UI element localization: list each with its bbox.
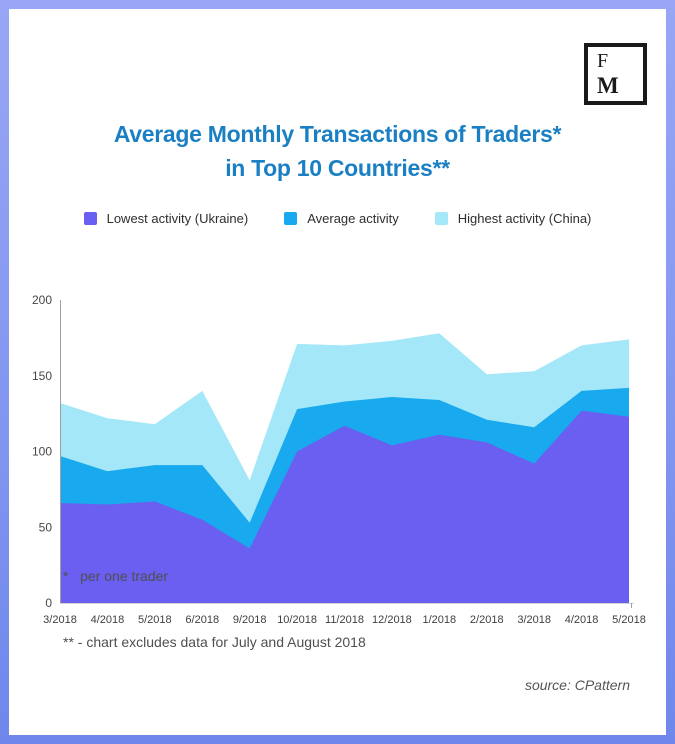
x-tick-label: 12/2018 xyxy=(372,614,412,626)
legend-label-lowest: Lowest activity (Ukraine) xyxy=(106,211,249,226)
x-tick-label: 10/2018 xyxy=(277,614,317,626)
title-line1: Average Monthly Transactions of Traders* xyxy=(113,121,562,147)
x-tick-label: 9/2018 xyxy=(233,614,267,626)
footnotes: * per one trader ** - chart excludes dat… xyxy=(63,521,366,697)
legend-label-average: Average activity xyxy=(307,211,399,226)
x-tick-label: 2/2018 xyxy=(470,614,504,626)
fm-logo: F M xyxy=(584,43,647,105)
footnote-line2: ** - chart excludes data for July and Au… xyxy=(63,634,366,650)
chart-area: 0 50 100 150 200 3/2018 4/2018 5/2018 6/2018 9/20… xyxy=(9,292,666,642)
chart-legend: Lowest activity (Ukraine) Average activi… xyxy=(9,211,666,226)
x-tick-label: 5/2018 xyxy=(138,614,172,626)
x-tick-label: 6/2018 xyxy=(185,614,219,626)
y-tick-label: 100 xyxy=(32,445,52,459)
y-tick-label: 0 xyxy=(45,596,52,610)
x-tick-label: 1/2018 xyxy=(423,614,457,626)
x-tick-label: 3/2018 xyxy=(517,614,551,626)
x-tick-label: 4/2018 xyxy=(91,614,125,626)
card: F M Average Monthly Transactions of Trad… xyxy=(9,9,666,735)
x-tick-label: 11/2018 xyxy=(325,614,364,626)
legend-item-highest: Highest activity (China) xyxy=(434,211,592,226)
logo-letter-f: F xyxy=(597,50,609,72)
legend-item-average: Average activity xyxy=(284,211,399,226)
title-line2: in Top 10 Countries** xyxy=(225,155,450,181)
legend-swatch-highest xyxy=(434,212,448,225)
legend-swatch-lowest xyxy=(83,212,97,225)
y-tick-label: 150 xyxy=(32,369,52,383)
legend-item-lowest: Lowest activity (Ukraine) xyxy=(83,211,249,226)
x-tick-label: 3/2018 xyxy=(43,614,77,626)
y-tick-label: 50 xyxy=(39,520,53,534)
series-lowest-activity-ukraine- xyxy=(60,410,629,603)
footnote-line1: * per one trader xyxy=(63,568,169,584)
source-credit: source: CPattern xyxy=(524,677,630,693)
area-chart: 0 50 100 150 200 3/2018 4/2018 5/2018 6/2018 9/20… xyxy=(32,293,646,626)
page-title: Average Monthly Transactions of Traders*… xyxy=(9,117,666,185)
legend-label-highest: Highest activity (China) xyxy=(457,211,592,226)
logo-letter-m: M xyxy=(597,73,619,98)
x-tick-label: 5/2018 xyxy=(612,614,646,626)
y-tick-label: 200 xyxy=(32,293,52,307)
x-tick-label: 4/2018 xyxy=(565,614,599,626)
legend-swatch-average xyxy=(284,212,298,225)
